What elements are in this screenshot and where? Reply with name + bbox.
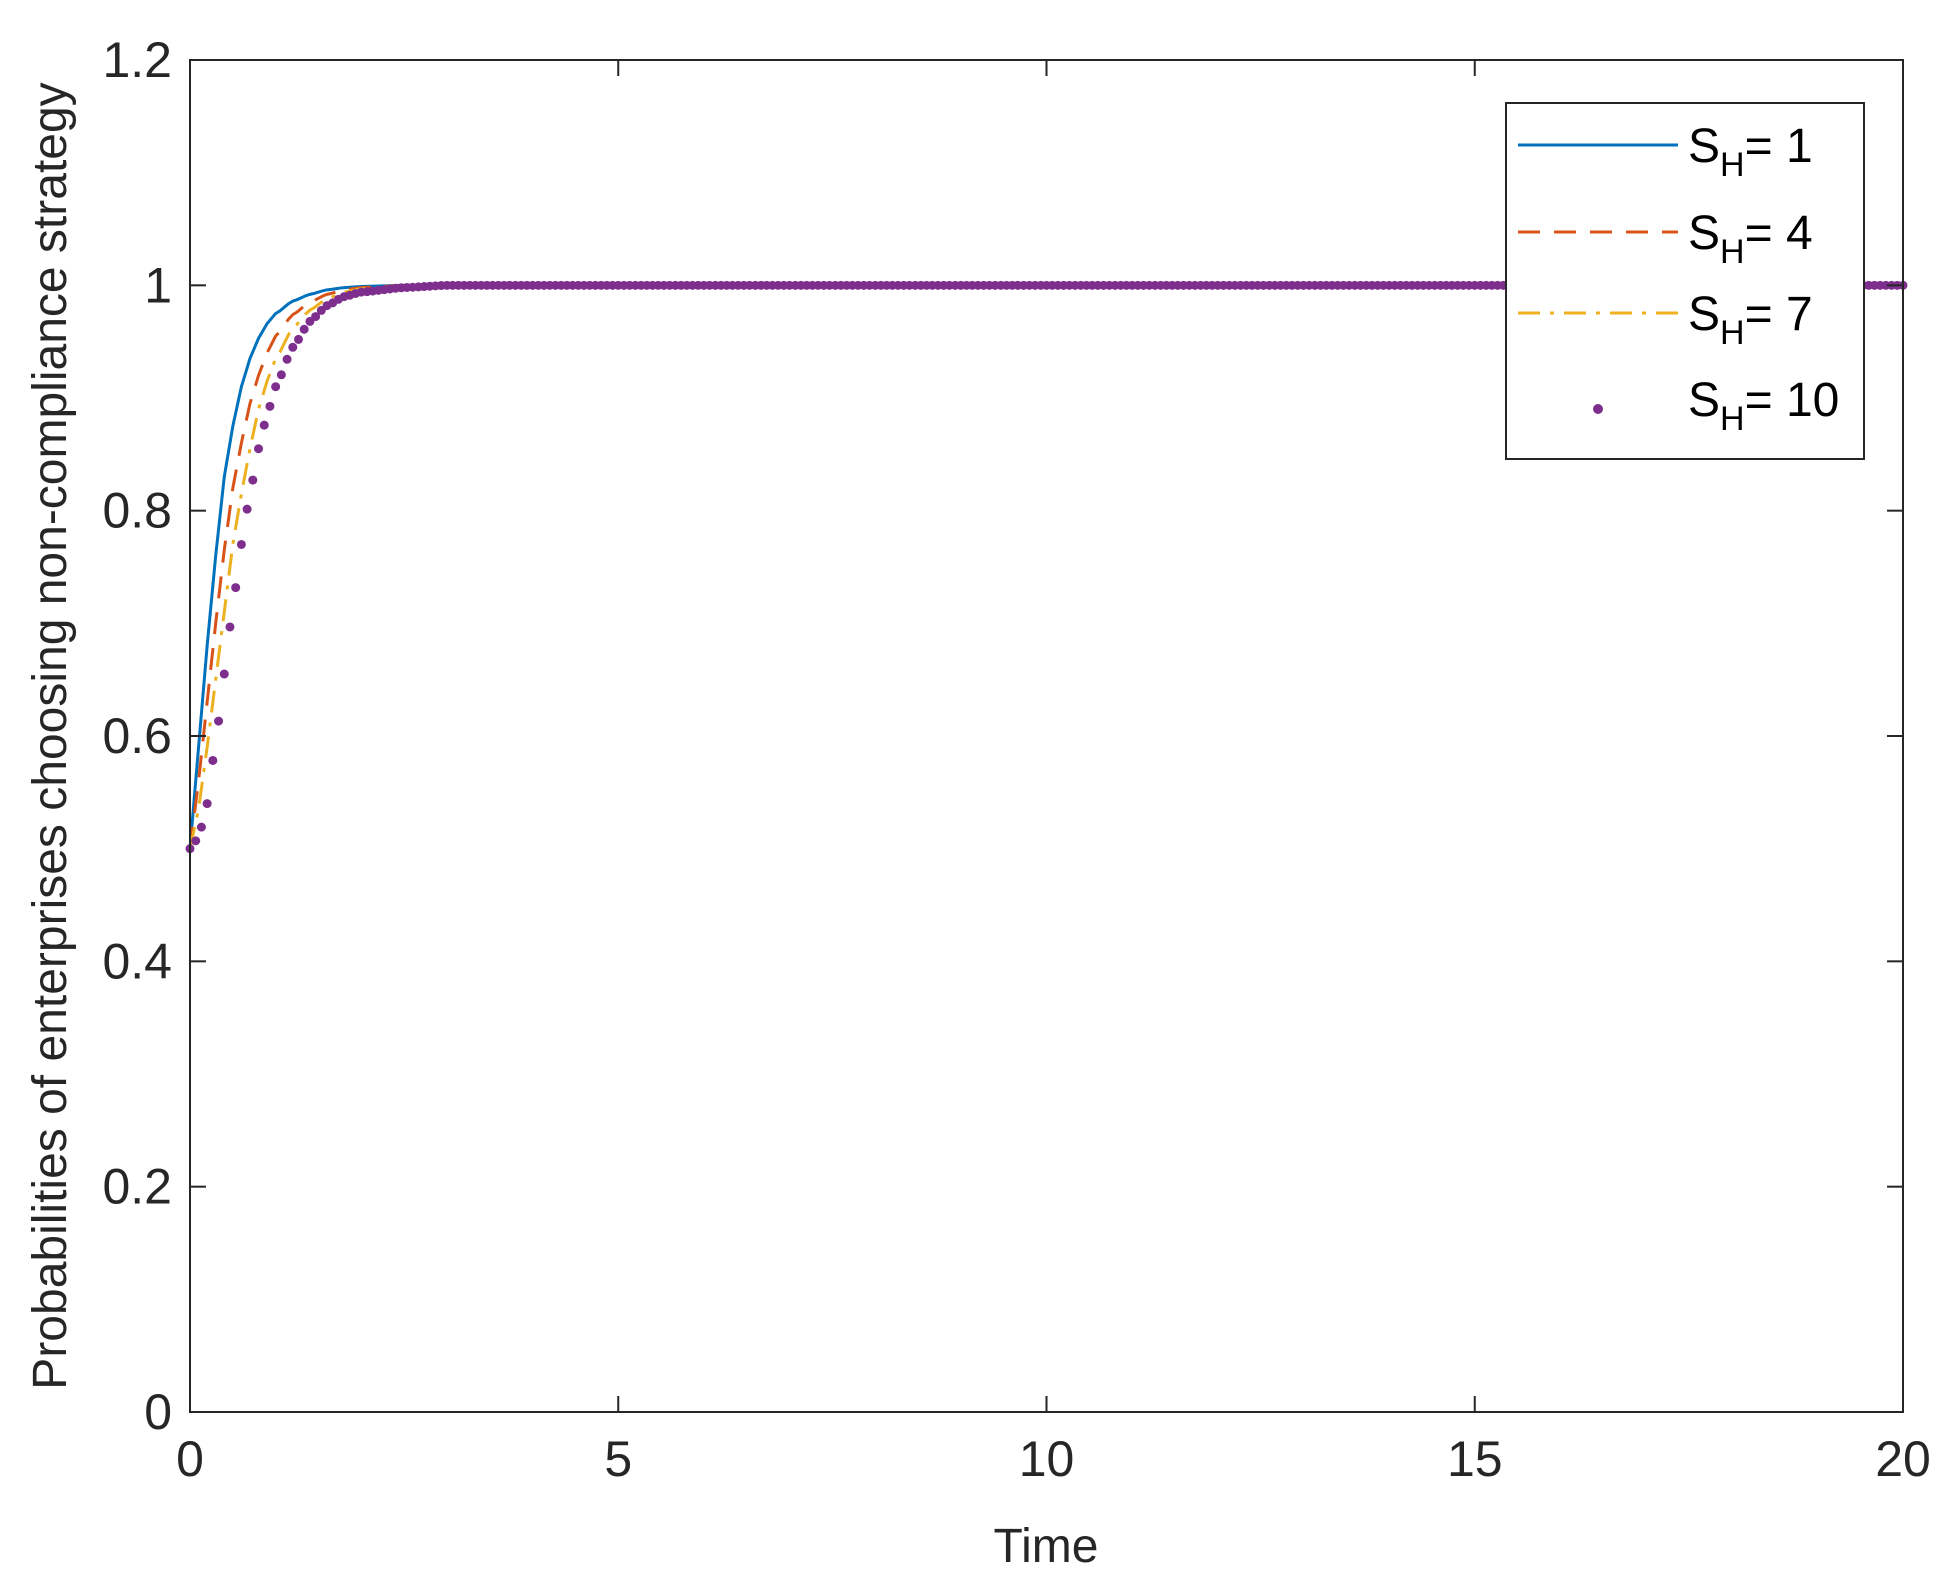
y-tick-label: 0.8 xyxy=(102,483,172,539)
y-tick-label: 1.2 xyxy=(102,32,172,88)
y-tick-label: 0 xyxy=(144,1384,172,1440)
series-point xyxy=(265,401,275,411)
series-point xyxy=(242,504,252,514)
series-point xyxy=(311,312,321,322)
x-tick-label: 10 xyxy=(1019,1431,1075,1487)
y-tick-label: 0.6 xyxy=(102,708,172,764)
x-tick-label: 0 xyxy=(176,1431,204,1487)
y-tick-label: 0.2 xyxy=(102,1159,172,1215)
legend-label: SH= 1 xyxy=(1688,120,1813,184)
legend-item-1: SH= 1 xyxy=(1518,120,1813,184)
legend-marker xyxy=(1593,404,1603,414)
y-tick-label: 0.4 xyxy=(102,933,172,989)
series-point xyxy=(231,583,241,593)
x-axis-title: Time xyxy=(994,1520,1099,1573)
legend-label: SH= 10 xyxy=(1688,374,1839,438)
series-point xyxy=(288,342,298,352)
legend-item-2: SH= 4 xyxy=(1518,207,1813,271)
legend-label: SH= 4 xyxy=(1688,207,1813,271)
y-tick-label: 1 xyxy=(144,257,172,313)
legend-items: SH= 1 SH= 4 SH= 7 SH= 10 xyxy=(1518,120,1839,438)
x-tick-label: 20 xyxy=(1875,1431,1931,1487)
series-point xyxy=(248,475,258,485)
series-point xyxy=(191,836,201,846)
tick-labels-layer: 0 5 10 15 20 0 0.2 0.4 0.6 0.8 1 1.2 xyxy=(102,32,1930,1487)
series-point xyxy=(225,622,235,632)
legend: SH= 1 SH= 4 SH= 7 SH= 10 xyxy=(1505,102,1865,460)
series-point xyxy=(254,444,264,454)
series-point xyxy=(236,539,246,549)
plot-frame xyxy=(189,59,1904,1413)
y-axis-title: Probabilities of enterprises choosing no… xyxy=(24,82,77,1389)
series-point xyxy=(299,324,309,334)
legend-box xyxy=(1505,102,1865,460)
series-point xyxy=(219,669,229,679)
series-point xyxy=(214,716,224,726)
series-point xyxy=(259,420,269,430)
series-point xyxy=(276,370,286,380)
series-point xyxy=(202,799,212,809)
series-point xyxy=(196,822,206,832)
series-point xyxy=(208,755,218,765)
legend-label: SH= 7 xyxy=(1688,288,1813,352)
x-tick-label: 15 xyxy=(1447,1431,1503,1487)
series-point xyxy=(282,354,292,364)
series-point xyxy=(293,334,303,344)
ticks-layer xyxy=(189,59,1904,1413)
x-tick-label: 5 xyxy=(604,1431,632,1487)
legend-item-4: SH= 10 xyxy=(1593,374,1839,438)
series-point xyxy=(271,382,281,392)
legend-item-3: SH= 7 xyxy=(1518,288,1813,352)
